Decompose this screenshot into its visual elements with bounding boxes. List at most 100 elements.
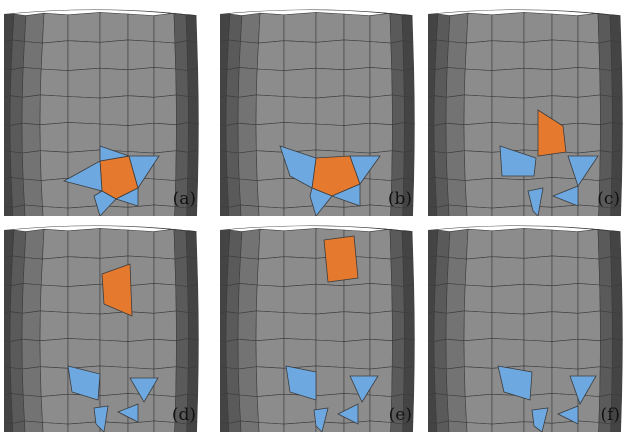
mesh-face <box>463 366 493 397</box>
mesh-face <box>491 96 525 125</box>
blue-triangle <box>527 187 544 216</box>
panel-a: (a) <box>4 6 204 216</box>
mesh-face <box>577 122 601 154</box>
mesh-face <box>127 338 155 370</box>
mesh-face <box>343 39 371 71</box>
mesh-face <box>127 13 155 42</box>
mesh-face <box>523 228 553 259</box>
mesh-face <box>391 122 405 153</box>
mesh-face <box>464 177 493 209</box>
mesh-face <box>598 40 613 71</box>
mesh-face <box>577 204 600 216</box>
mesh-face <box>99 95 129 126</box>
mesh-face <box>220 366 228 396</box>
mesh-face <box>258 422 285 432</box>
mesh-face <box>40 177 69 209</box>
mesh-face <box>523 255 553 287</box>
blue-triangle <box>128 155 160 189</box>
mesh-face <box>127 122 155 154</box>
mesh-face <box>433 95 447 126</box>
mesh-face <box>391 68 405 97</box>
mesh-face <box>598 206 612 216</box>
mesh-face <box>153 204 176 216</box>
mesh-face <box>4 150 12 180</box>
mesh-face <box>42 12 69 44</box>
mesh-face <box>22 178 43 207</box>
mesh-face <box>153 338 177 370</box>
mesh-face <box>187 96 199 125</box>
mesh-face <box>255 122 285 153</box>
mesh-face <box>611 67 623 99</box>
mesh-face <box>446 41 467 70</box>
mesh-face <box>343 13 371 42</box>
mesh-face <box>446 394 467 423</box>
blue-triangle <box>313 407 329 432</box>
mesh-face <box>256 40 285 71</box>
mesh-face <box>448 228 469 260</box>
mesh-face <box>225 311 239 342</box>
mesh-face <box>389 12 404 44</box>
mesh-face <box>175 310 189 342</box>
mesh-face <box>240 420 260 432</box>
mesh-face <box>599 338 613 369</box>
mesh-face <box>445 122 465 154</box>
mesh-face <box>369 228 392 260</box>
mesh-face <box>226 177 241 208</box>
mesh-face <box>175 150 189 181</box>
mesh-face <box>99 228 129 259</box>
mesh-face <box>174 422 188 432</box>
mesh-face <box>551 338 579 370</box>
mesh-face <box>369 67 393 98</box>
mesh-face <box>153 283 177 314</box>
mesh-face <box>491 256 525 287</box>
mesh-face <box>99 339 129 368</box>
mesh-face <box>226 393 241 424</box>
mesh-face <box>343 420 371 432</box>
mesh-face <box>220 421 230 432</box>
mesh-face <box>67 228 101 259</box>
mesh-face <box>445 150 466 181</box>
mesh-rim <box>428 224 621 233</box>
panel-label: (b) <box>387 189 412 209</box>
mesh-face <box>551 204 579 216</box>
blue-triangle <box>349 375 379 403</box>
mesh-face <box>403 96 415 125</box>
mesh-face <box>611 312 623 341</box>
mesh-face <box>173 12 188 44</box>
mesh-face <box>153 420 176 432</box>
mesh-face <box>315 283 345 315</box>
mesh-face <box>228 204 242 216</box>
mesh-face <box>464 256 493 287</box>
mesh-face <box>9 283 24 314</box>
mesh-face <box>175 284 189 313</box>
mesh-face <box>446 178 467 207</box>
blue-triangle <box>99 145 130 162</box>
mesh-face <box>551 229 579 258</box>
mesh-face <box>238 178 259 207</box>
mesh-figure-c <box>428 6 628 216</box>
mesh-face <box>466 12 493 44</box>
mesh-figure-d <box>4 222 204 432</box>
mesh-face <box>187 283 199 315</box>
mesh-face <box>523 339 553 368</box>
blue-triangle <box>337 403 359 425</box>
mesh-face <box>390 422 404 432</box>
mesh-face <box>599 68 613 97</box>
mesh-face <box>10 177 25 208</box>
mesh-rim <box>220 8 413 17</box>
panel-d: (d) <box>4 222 204 432</box>
mesh-face <box>67 96 101 125</box>
mesh-face <box>599 94 613 126</box>
mesh-face <box>256 256 285 287</box>
mesh-face <box>237 366 258 397</box>
mesh-face <box>173 228 188 260</box>
mesh-face <box>4 205 14 216</box>
mesh-face <box>187 312 199 341</box>
mesh-face <box>577 41 601 70</box>
mesh-face <box>175 122 189 153</box>
mesh-face <box>402 205 414 216</box>
mesh-face <box>153 310 177 342</box>
mesh-face <box>369 420 392 432</box>
mesh-face <box>40 40 69 71</box>
mesh-face <box>225 95 239 126</box>
